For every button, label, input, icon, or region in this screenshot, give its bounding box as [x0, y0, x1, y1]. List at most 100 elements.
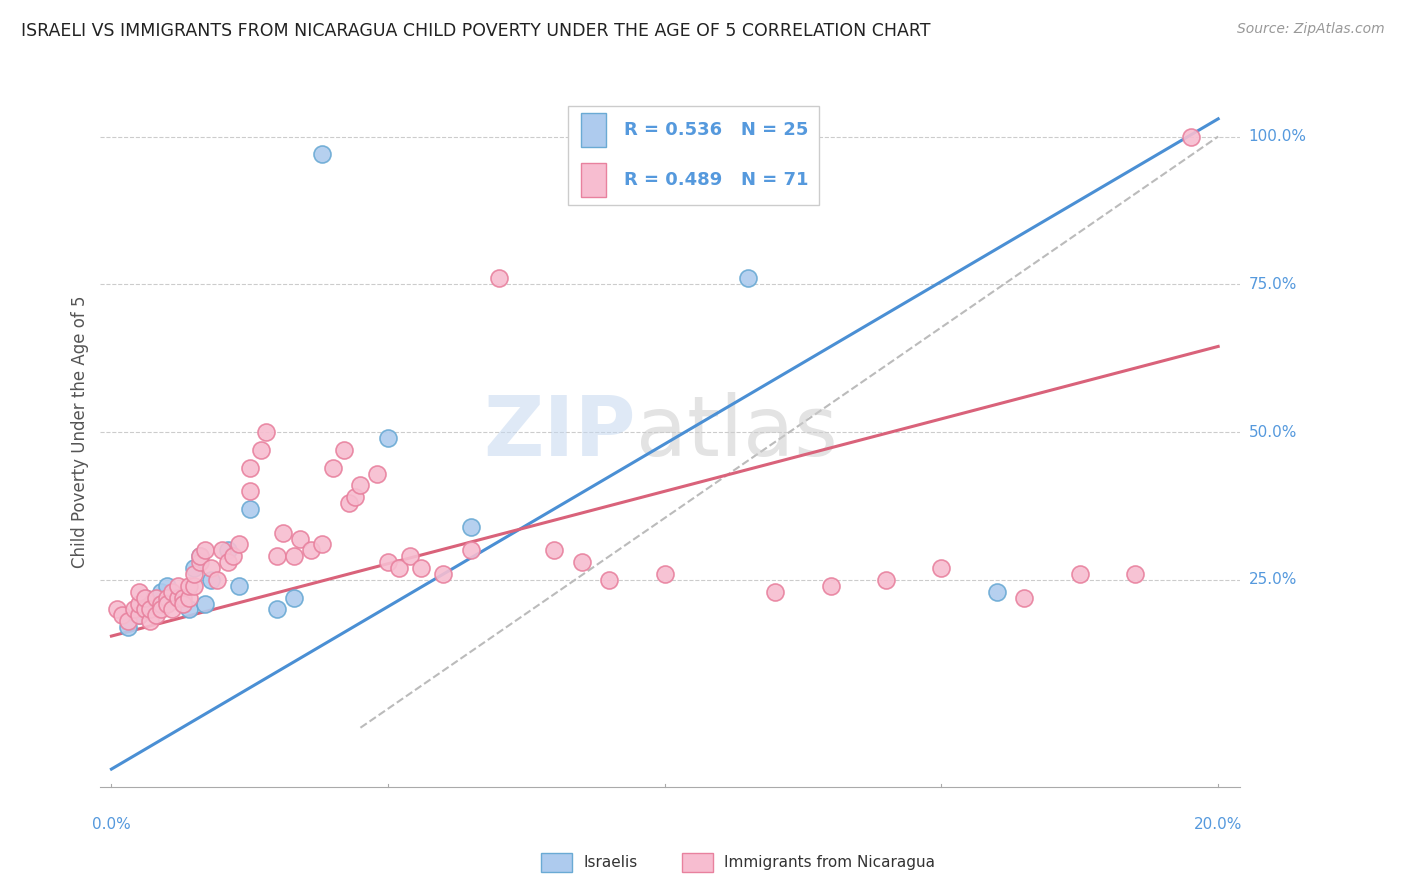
- Point: [177, 602, 200, 616]
- Point: [183, 567, 205, 582]
- Text: 100.0%: 100.0%: [1249, 129, 1306, 144]
- Point: [150, 602, 173, 616]
- Point: [145, 591, 167, 605]
- Point: [156, 591, 179, 605]
- Point: [183, 579, 205, 593]
- Point: [128, 584, 150, 599]
- Point: [366, 467, 388, 481]
- Point: [122, 602, 145, 616]
- Point: [145, 608, 167, 623]
- Point: [875, 573, 897, 587]
- Y-axis label: Child Poverty Under the Age of 5: Child Poverty Under the Age of 5: [72, 296, 89, 568]
- Point: [1123, 567, 1146, 582]
- Point: [188, 555, 211, 569]
- Point: [266, 602, 288, 616]
- Point: [460, 520, 482, 534]
- Point: [654, 147, 676, 161]
- Text: R = 0.536   N = 25: R = 0.536 N = 25: [624, 121, 808, 139]
- Point: [543, 543, 565, 558]
- Point: [986, 584, 1008, 599]
- Point: [177, 591, 200, 605]
- Point: [166, 579, 188, 593]
- Text: Israelis: Israelis: [583, 855, 638, 870]
- Point: [288, 532, 311, 546]
- Point: [150, 597, 173, 611]
- Text: 25.0%: 25.0%: [1249, 573, 1296, 588]
- Point: [145, 602, 167, 616]
- Point: [239, 502, 262, 516]
- Point: [128, 608, 150, 623]
- Point: [266, 549, 288, 564]
- Point: [134, 602, 156, 616]
- Point: [162, 584, 184, 599]
- Point: [172, 597, 194, 611]
- Point: [1180, 129, 1202, 144]
- Text: 20.0%: 20.0%: [1194, 817, 1243, 832]
- Point: [322, 460, 344, 475]
- Point: [931, 561, 953, 575]
- Point: [217, 555, 239, 569]
- Point: [299, 543, 322, 558]
- Point: [194, 597, 217, 611]
- Point: [228, 537, 250, 551]
- Point: [283, 549, 305, 564]
- Text: 75.0%: 75.0%: [1249, 277, 1296, 292]
- Point: [598, 573, 620, 587]
- Text: ISRAELI VS IMMIGRANTS FROM NICARAGUA CHILD POVERTY UNDER THE AGE OF 5 CORRELATIO: ISRAELI VS IMMIGRANTS FROM NICARAGUA CHI…: [21, 22, 931, 40]
- Point: [200, 561, 222, 575]
- Point: [177, 579, 200, 593]
- Point: [228, 579, 250, 593]
- Point: [217, 543, 239, 558]
- Point: [337, 496, 360, 510]
- Point: [1069, 567, 1091, 582]
- Point: [377, 431, 399, 445]
- Text: 0.0%: 0.0%: [91, 817, 131, 832]
- FancyBboxPatch shape: [568, 106, 818, 205]
- FancyBboxPatch shape: [582, 162, 606, 196]
- Point: [239, 460, 262, 475]
- Text: ZIP: ZIP: [484, 392, 636, 473]
- Point: [250, 442, 273, 457]
- Point: [765, 584, 787, 599]
- Point: [343, 490, 366, 504]
- Point: [183, 561, 205, 575]
- Point: [134, 591, 156, 605]
- Point: [188, 549, 211, 564]
- Point: [172, 597, 194, 611]
- Point: [388, 561, 411, 575]
- FancyBboxPatch shape: [582, 113, 606, 147]
- Point: [117, 615, 139, 629]
- Point: [134, 591, 156, 605]
- Point: [737, 271, 759, 285]
- Point: [172, 591, 194, 605]
- Point: [128, 608, 150, 623]
- Point: [411, 561, 433, 575]
- Point: [105, 602, 128, 616]
- Text: 50.0%: 50.0%: [1249, 425, 1296, 440]
- Point: [654, 567, 676, 582]
- Point: [205, 573, 228, 587]
- Point: [156, 597, 179, 611]
- Point: [162, 602, 184, 616]
- Point: [150, 584, 173, 599]
- Point: [139, 602, 162, 616]
- Point: [139, 597, 162, 611]
- Point: [460, 543, 482, 558]
- Point: [377, 555, 399, 569]
- Point: [488, 271, 510, 285]
- Point: [239, 484, 262, 499]
- Point: [194, 543, 217, 558]
- Point: [311, 537, 333, 551]
- Point: [188, 549, 211, 564]
- Point: [571, 555, 593, 569]
- Point: [333, 442, 356, 457]
- Point: [271, 525, 294, 540]
- Point: [820, 579, 842, 593]
- Point: [1014, 591, 1036, 605]
- Text: Immigrants from Nicaragua: Immigrants from Nicaragua: [724, 855, 935, 870]
- Point: [222, 549, 245, 564]
- Text: R = 0.489   N = 71: R = 0.489 N = 71: [624, 170, 808, 188]
- Text: atlas: atlas: [636, 392, 838, 473]
- Point: [139, 615, 162, 629]
- Point: [166, 591, 188, 605]
